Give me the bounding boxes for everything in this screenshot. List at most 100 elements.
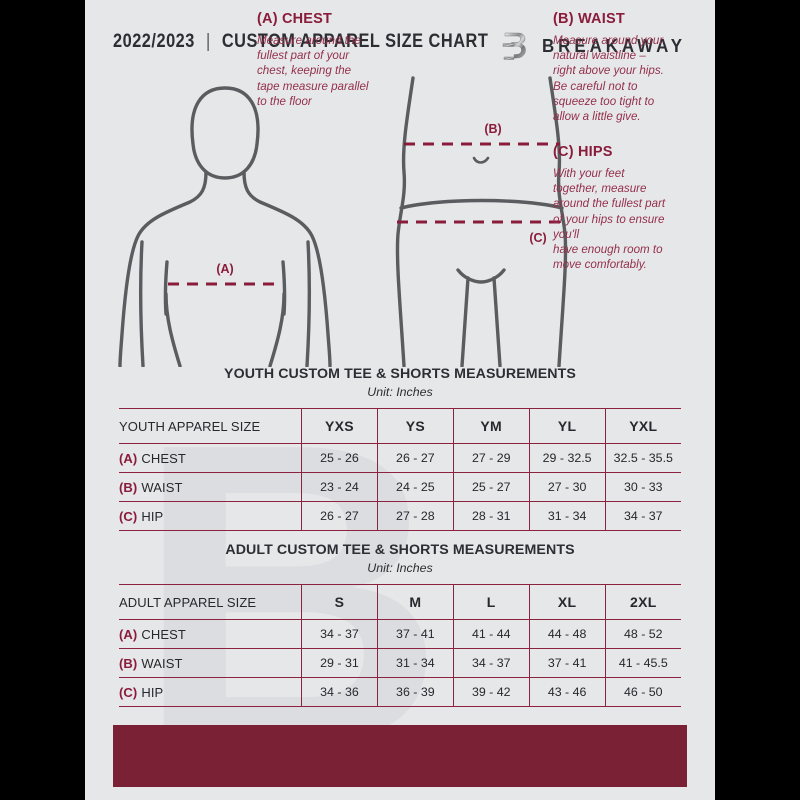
youth-col-yxl: YXL (605, 408, 681, 444)
youth-size-table: YOUTH APPAREL SIZE YXS YS YM YL YXL (A) C… (119, 408, 681, 531)
youth-hip-yxl: 34 - 37 (605, 501, 681, 531)
measurement-illustrations: (A) (85, 72, 715, 367)
callout-hips-title: (C) HIPS (553, 144, 613, 160)
chest-label: CHEST (141, 626, 186, 642)
waist-marker-label: (B) (484, 122, 501, 136)
size-chart-page: B 2022/2023 | CUSTOM APPAREL SIZE CHART (85, 0, 715, 800)
table-row: (A) CHEST 25 - 26 26 - 27 27 - 29 29 - 32… (119, 443, 681, 473)
page-header: 2022/2023 | CUSTOM APPAREL SIZE CHART (85, 28, 715, 64)
adult-row-chest-label: (A) CHEST (119, 619, 302, 649)
callout-waist-title: (B) WAIST (553, 11, 625, 27)
waist-label: WAIST (141, 655, 183, 671)
hip-label: HIP (141, 684, 164, 700)
table-header-row: YOUTH APPAREL SIZE YXS YS YM YL YXL (119, 408, 681, 444)
adult-hip-2xl: 46 - 50 (605, 677, 681, 707)
header-season: 2022/2023 (113, 31, 195, 52)
chest-tag: (A) (119, 626, 138, 642)
callout-chest-body: Measure around the fullest part of your … (257, 34, 369, 108)
adult-chest-s: 34 - 37 (301, 619, 378, 649)
table-row: (C) HIP 26 - 27 27 - 28 28 - 31 31 - 34 3… (119, 501, 681, 531)
adult-chest-2xl: 48 - 52 (605, 619, 681, 649)
youth-waist-ym: 25 - 27 (453, 472, 530, 502)
header-title-line: 2022/2023 | CUSTOM APPAREL SIZE CHART (113, 31, 488, 53)
footer-color-band (113, 725, 687, 787)
hip-tag: (C) (119, 684, 138, 700)
male-torso-front-outline-icon: (A) (118, 86, 332, 367)
callout-chest: (A) CHEST Measure around the fullest par… (257, 11, 397, 109)
chest-label: CHEST (141, 450, 186, 466)
youth-row-hip-label: (C) HIP (119, 501, 302, 531)
adult-hip-m: 36 - 39 (377, 677, 454, 707)
waist-label: WAIST (141, 479, 183, 495)
youth-chest-ym: 27 - 29 (453, 443, 530, 473)
youth-col-yxs: YXS (301, 408, 378, 444)
letterbox-bar-left (0, 0, 85, 800)
adult-hip-s: 34 - 36 (301, 677, 378, 707)
adult-col-s: S (301, 584, 378, 620)
youth-col-yl: YL (529, 408, 606, 444)
waist-tag: (B) (119, 479, 138, 495)
youth-waist-yxs: 23 - 24 (301, 472, 378, 502)
callout-waist-body: Measure around your natural waistline – … (553, 34, 664, 124)
hips-marker-label: (C) (529, 231, 546, 245)
adult-chest-xl: 44 - 48 (529, 619, 606, 649)
youth-apparel-size-header: YOUTH APPAREL SIZE (119, 408, 302, 444)
adult-col-m: M (377, 584, 454, 620)
youth-waist-yxl: 30 - 33 (605, 472, 681, 502)
youth-chest-yxs: 25 - 26 (301, 443, 378, 473)
header-separator: | (205, 31, 211, 52)
youth-chest-yxl: 32.5 - 35.5 (605, 443, 681, 473)
table-row: (B) WAIST 23 - 24 24 - 25 25 - 27 27 - 30… (119, 472, 681, 502)
youth-hip-yxs: 26 - 27 (301, 501, 378, 531)
youth-waist-yl: 27 - 30 (529, 472, 606, 502)
adult-row-waist-label: (B) WAIST (119, 648, 302, 678)
youth-col-ys: YS (377, 408, 454, 444)
youth-table-title: YOUTH CUSTOM TEE & SHORTS MEASUREMENTS (224, 366, 576, 382)
table-row: (C) HIP 34 - 36 36 - 39 39 - 42 43 - 46 4… (119, 677, 681, 707)
youth-row-chest-label: (A) CHEST (119, 443, 302, 473)
adult-waist-l: 34 - 37 (453, 648, 530, 678)
hip-label: HIP (141, 508, 164, 524)
youth-chest-yl: 29 - 32.5 (529, 443, 606, 473)
youth-hip-ys: 27 - 28 (377, 501, 454, 531)
adult-chest-l: 41 - 44 (453, 619, 530, 649)
adult-row-hip-label: (C) HIP (119, 677, 302, 707)
letterbox-bar-right (715, 0, 800, 800)
youth-hip-yl: 31 - 34 (529, 501, 606, 531)
youth-row-waist-label: (B) WAIST (119, 472, 302, 502)
table-row: (B) WAIST 29 - 31 31 - 34 34 - 37 37 - 41… (119, 648, 681, 678)
brand-lockup: BREAKAWAY (500, 28, 695, 64)
waist-tag: (B) (119, 655, 138, 671)
callout-chest-title: (A) CHEST (257, 11, 333, 27)
adult-hip-l: 39 - 42 (453, 677, 530, 707)
page-title: CUSTOM APPAREL SIZE CHART (221, 31, 489, 52)
adult-hip-xl: 43 - 46 (529, 677, 606, 707)
callout-hips: (C) HIPS With your feet together, measur… (553, 144, 701, 272)
adult-chest-m: 37 - 41 (377, 619, 454, 649)
adult-col-l: L (453, 584, 530, 620)
adult-size-table: ADULT APPAREL SIZE S M L XL 2XL (A) CHEST… (119, 584, 681, 707)
male-hips-front-outline-icon: (B) (C) (395, 76, 568, 367)
adult-waist-2xl: 41 - 45.5 (605, 648, 681, 678)
hip-tag: (C) (119, 508, 138, 524)
adult-size-section: ADULT CUSTOM TEE & SHORTS MEASUREMENTS U… (85, 542, 715, 707)
youth-col-ym: YM (453, 408, 530, 444)
adult-waist-m: 31 - 34 (377, 648, 454, 678)
youth-hip-ym: 28 - 31 (453, 501, 530, 531)
adult-table-title: ADULT CUSTOM TEE & SHORTS MEASUREMENTS (225, 542, 575, 558)
callout-waist: (B) WAIST Measure around your natural wa… (553, 11, 698, 124)
youth-size-section: YOUTH CUSTOM TEE & SHORTS MEASUREMENTS U… (85, 366, 715, 531)
youth-chest-ys: 26 - 27 (377, 443, 454, 473)
adult-col-xl: XL (529, 584, 606, 620)
brand-name: BREAKAWAY (541, 35, 686, 56)
chest-marker-label: (A) (216, 262, 233, 276)
adult-col-2xl: 2XL (605, 584, 681, 620)
youth-table-unit: Unit: Inches (367, 385, 433, 399)
breakaway-b-logo-icon (502, 32, 526, 60)
adult-apparel-size-header: ADULT APPAREL SIZE (119, 584, 302, 620)
adult-table-unit: Unit: Inches (367, 561, 433, 575)
chest-tag: (A) (119, 450, 138, 466)
adult-waist-s: 29 - 31 (301, 648, 378, 678)
table-row: (A) CHEST 34 - 37 37 - 41 41 - 44 44 - 48… (119, 619, 681, 649)
